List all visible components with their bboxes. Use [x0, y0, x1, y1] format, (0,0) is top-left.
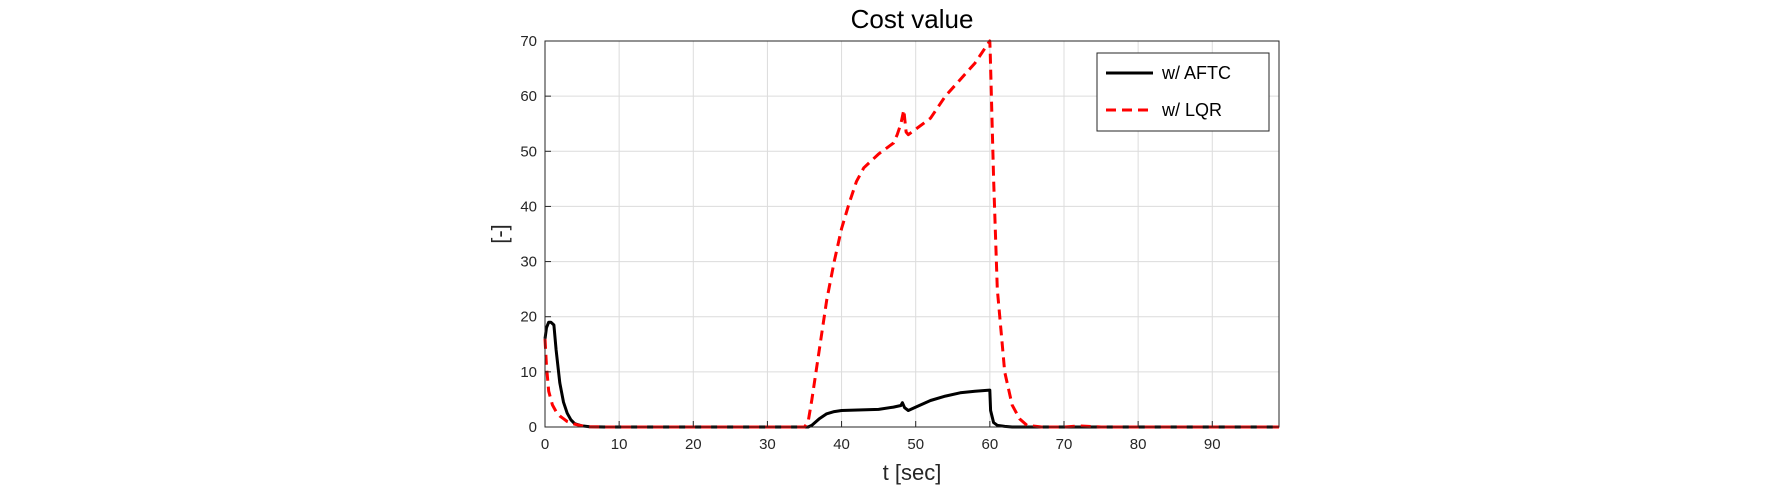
- x-tick-label: 50: [907, 436, 924, 453]
- x-tick-label: 0: [541, 436, 549, 453]
- y-axis-ticks: 0 10 20 30 40 50 60 70: [520, 33, 551, 436]
- x-axis-ticks: 0 10 20 30 40 50 60 70 80 90: [541, 421, 1221, 453]
- y-tick-label: 30: [520, 254, 537, 271]
- y-axis-label: [-]: [487, 224, 512, 244]
- x-axis-label: t [sec]: [883, 460, 942, 485]
- x-tick-label: 70: [1056, 436, 1073, 453]
- y-tick-label: 40: [520, 198, 537, 215]
- y-tick-label: 20: [520, 309, 537, 326]
- legend-box: [1096, 52, 1270, 132]
- legend-label-lqr: w/ LQR: [1161, 100, 1222, 120]
- plot-area-border: [544, 40, 1280, 428]
- legend: w/ AFTC w/ LQR: [1096, 52, 1270, 132]
- x-tick-label: 10: [611, 436, 628, 453]
- x-tick-label: 30: [759, 436, 776, 453]
- x-tick-label: 20: [685, 436, 702, 453]
- x-tick-label: 80: [1130, 436, 1147, 453]
- y-tick-label: 10: [520, 364, 537, 381]
- legend-label-aftc: w/ AFTC: [1161, 63, 1231, 83]
- chart-title: Cost value: [851, 4, 974, 34]
- y-tick-label: 60: [520, 88, 537, 105]
- series-line-aftc: [543, 320, 1279, 429]
- series-line-lqr: [543, 39, 1279, 429]
- x-tick-label: 90: [1204, 436, 1221, 453]
- y-tick-label: 50: [520, 143, 537, 160]
- y-tick-label: 70: [520, 33, 537, 50]
- series-layer: [543, 39, 1279, 429]
- x-tick-label: 40: [833, 436, 850, 453]
- x-tick-label: 60: [982, 436, 999, 453]
- y-tick-label: 0: [529, 419, 537, 436]
